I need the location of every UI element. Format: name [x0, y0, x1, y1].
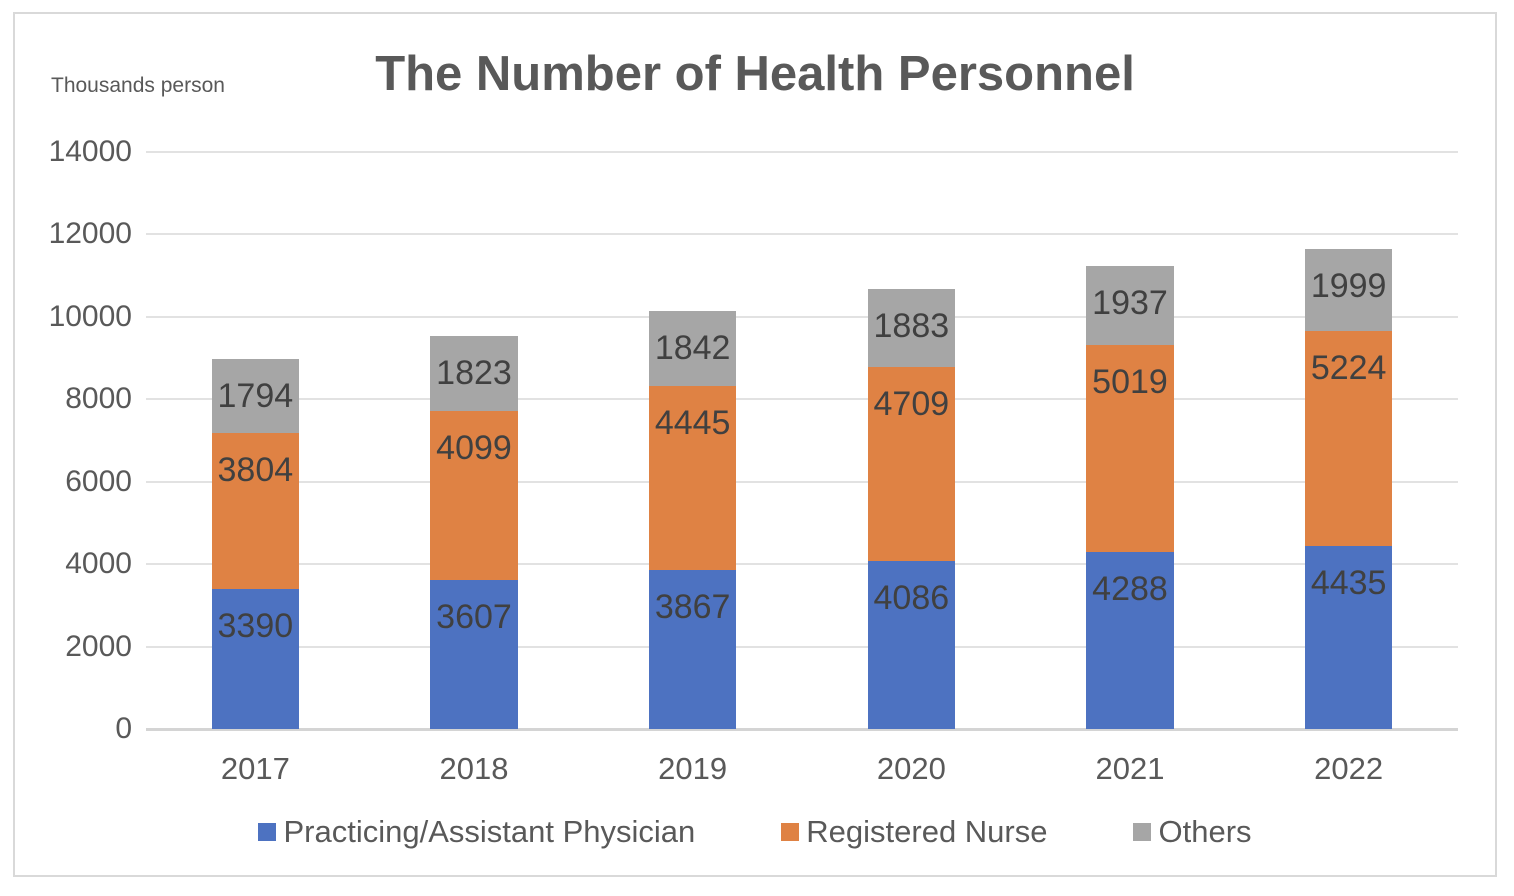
bar-segment-nurse-2019: 4445	[648, 386, 737, 570]
bar-segment-nurse-2021: 5019	[1086, 345, 1174, 553]
y-axis-label-12000: 12000	[48, 217, 132, 251]
bar-value-label-nurse-2022: 5224	[1310, 348, 1387, 387]
legend-item-physician: Practicing/Assistant Physician	[258, 814, 695, 850]
chart-title: The Number of Health Personnel	[375, 47, 1135, 101]
legend-label-others: Others	[1158, 814, 1252, 849]
legend: Practicing/Assistant Physician Registered…	[15, 814, 1495, 850]
plot-area: 0 2000 4000 6000 8000 10000 12000 14000 3390 3804…	[49, 135, 1458, 786]
bar-value-label-physician-2018: 3607	[436, 598, 512, 637]
legend-swatch-icon-nurse	[781, 823, 800, 841]
bar-segment-physician-2022: 4435	[1304, 546, 1393, 729]
bar-segment-physician-2020: 4086	[867, 560, 956, 729]
x-axis-label-2019: 2019	[658, 751, 728, 786]
gridline-10000	[146, 315, 1458, 318]
gridline-6000	[146, 480, 1458, 483]
bar-value-label-others-2019: 1842	[654, 328, 731, 367]
y-axis-label-2000: 2000	[65, 629, 132, 663]
gridline-12000	[146, 233, 1458, 236]
x-axis-line	[146, 728, 1458, 731]
bar-segment-others-2022: 1999	[1304, 248, 1393, 331]
y-axis-label-8000: 8000	[65, 382, 132, 416]
bar-value-label-others-2022: 1999	[1310, 266, 1387, 305]
x-axis-label-2020: 2020	[876, 751, 946, 786]
bar-segment-physician-2018: 3607	[430, 580, 518, 729]
y-axis-units-label: Thousands person	[51, 74, 225, 97]
x-axis-label-2018: 2018	[439, 751, 509, 786]
bar-value-label-nurse-2017: 3804	[217, 450, 294, 489]
gridline-8000	[146, 398, 1458, 401]
bar-segment-nurse-2018: 4099	[430, 411, 518, 581]
bar-value-label-physician-2021: 4288	[1092, 570, 1168, 609]
y-axis-label-6000: 6000	[65, 464, 132, 498]
legend-item-others: Others	[1133, 814, 1252, 850]
legend-item-nurse: Registered Nurse	[781, 814, 1047, 850]
bar-value-label-others-2020: 1883	[873, 306, 950, 345]
gridline-4000	[146, 563, 1458, 566]
bar-segment-others-2019: 1842	[648, 310, 737, 387]
chart-frame: The Number of Health Personnel Thousands…	[13, 12, 1497, 877]
bar-value-label-physician-2017: 3390	[217, 607, 294, 646]
bar-segment-others-2017: 1794	[211, 358, 300, 433]
bar-value-label-others-2021: 1937	[1092, 283, 1168, 322]
bar-segment-physician-2021: 4288	[1086, 552, 1174, 729]
bar-value-label-physician-2020: 4086	[873, 578, 950, 617]
y-axis-label-4000: 4000	[65, 547, 132, 581]
bar-segment-physician-2019: 3867	[648, 569, 737, 729]
x-axis-label-2021: 2021	[1095, 751, 1165, 786]
bar-value-label-nurse-2018: 4099	[436, 429, 512, 468]
y-axis-label-0: 0	[115, 712, 132, 745]
bar-value-label-nurse-2020: 4709	[873, 384, 950, 423]
bar-value-label-nurse-2021: 5019	[1092, 363, 1168, 402]
bar-segment-nurse-2017: 3804	[211, 432, 300, 590]
x-axis-label-2022: 2022	[1314, 751, 1384, 786]
bar-value-label-others-2018: 1823	[436, 354, 512, 393]
legend-label-nurse: Registered Nurse	[806, 814, 1048, 849]
bar-segment-nurse-2022: 5224	[1304, 330, 1393, 547]
legend-swatch-icon-physician	[258, 823, 277, 841]
legend-label-physician: Practicing/Assistant Physician	[283, 814, 696, 849]
bar-segment-others-2018: 1823	[430, 336, 518, 412]
legend-swatch-icon-others	[1133, 823, 1152, 841]
x-axis-label-2017: 2017	[220, 751, 290, 786]
bar-value-label-physician-2022: 4435	[1310, 564, 1387, 603]
bar-segment-others-2020: 1883	[867, 288, 956, 367]
bar-segment-others-2021: 1937	[1086, 265, 1174, 346]
bar-value-label-physician-2019: 3867	[654, 587, 731, 626]
gridline-14000	[146, 151, 1458, 153]
bar-value-label-nurse-2019: 4445	[654, 404, 731, 443]
gridline-2000	[146, 645, 1458, 648]
bar-segment-physician-2017: 3390	[211, 589, 300, 729]
y-axis-label-10000: 10000	[48, 299, 132, 333]
bar-segment-nurse-2020: 4709	[867, 366, 956, 561]
y-axis-label-14000: 14000	[48, 135, 132, 168]
bar-value-label-others-2017: 1794	[217, 376, 294, 415]
